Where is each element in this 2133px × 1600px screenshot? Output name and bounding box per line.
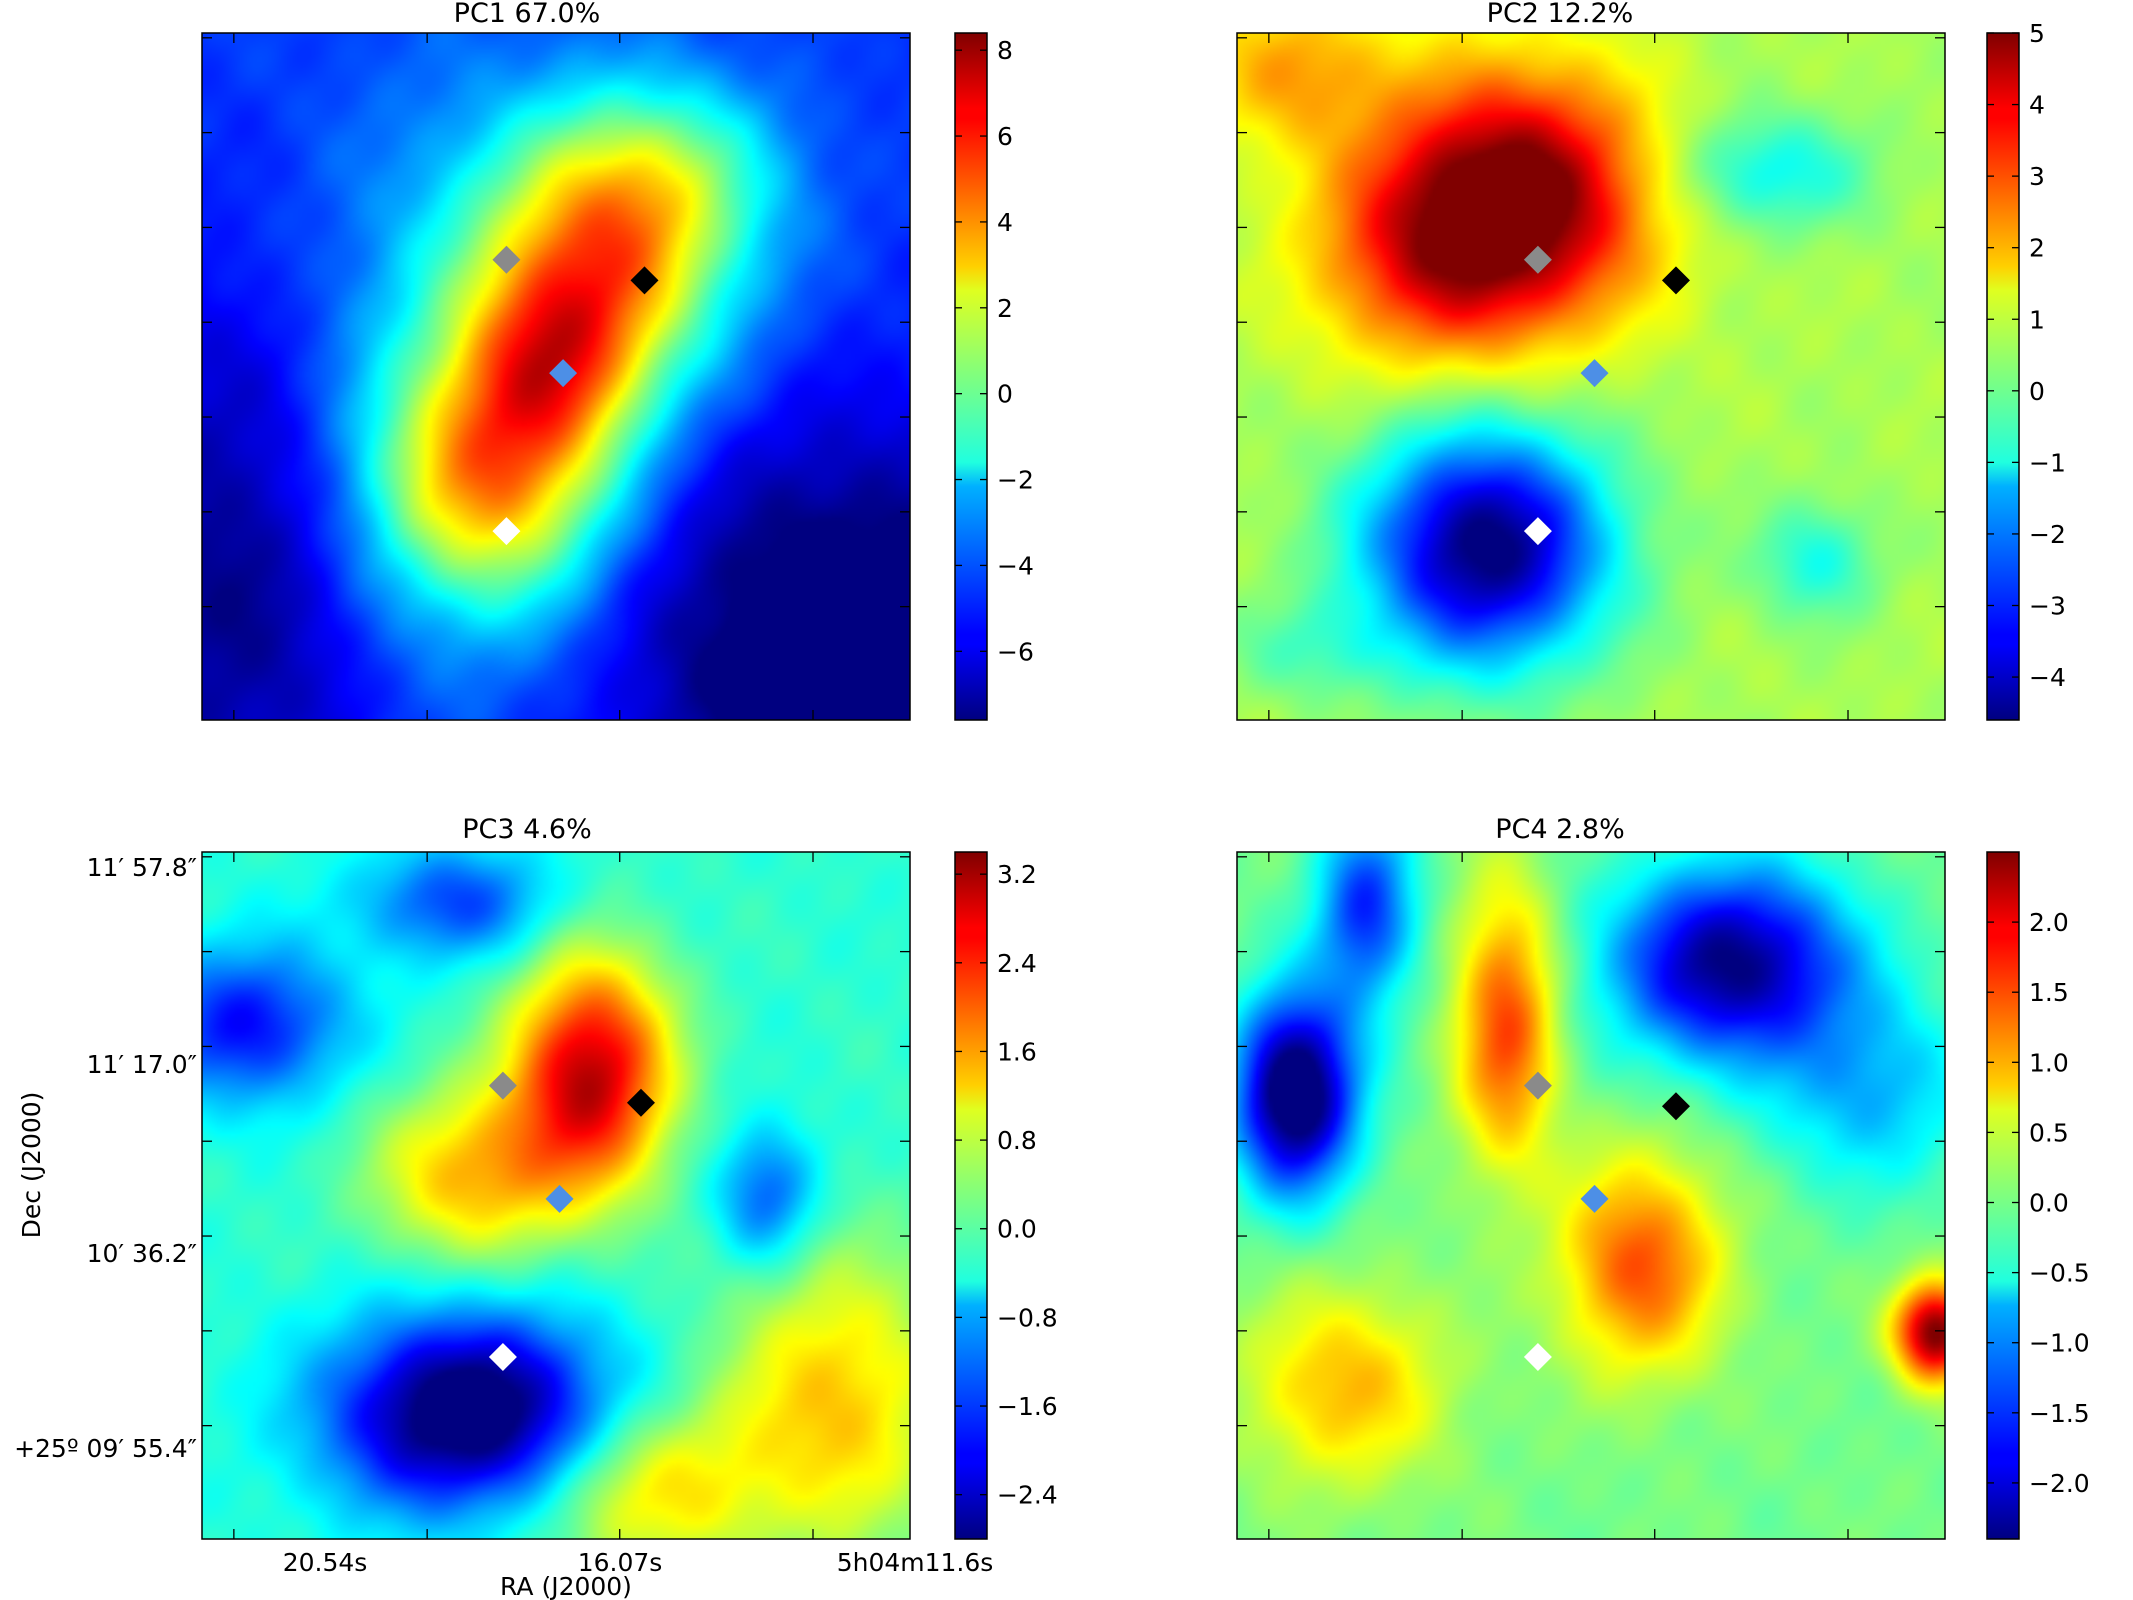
plot-frame-pc2 (1236, 32, 1946, 721)
colorbar-tick-label: −1.5 (2029, 1399, 2090, 1428)
colorbar-tick-label: 2.0 (2029, 908, 2069, 937)
markers-pc2 (1523, 245, 1690, 546)
marker-white-diamond (488, 1342, 517, 1371)
ticks-pc4 (1237, 852, 1945, 1539)
marker-gray-diamond (1523, 1071, 1552, 1100)
dec-tick-label: +25º 09′ 55.4″ (14, 1434, 197, 1463)
colorbar-tick-label: 1 (2029, 305, 2045, 334)
markers-pc4 (1523, 1071, 1690, 1371)
colorbar-tick-label: 1.0 (2029, 1048, 2069, 1077)
colorbar-tick-label: 3 (2029, 162, 2045, 191)
ra-tick-label: 16.07s (578, 1548, 663, 1577)
panel-title-pc3: PC3 4.6% (462, 814, 592, 845)
colorbar-ticks-pc1: 8 6 4 2 0 −2 −4 −6 (955, 36, 1034, 666)
marker-gray-diamond (1523, 245, 1552, 274)
colorbar-tick-label: 0.0 (2029, 1189, 2069, 1218)
colorbar-ticks-pc2: 5 4 3 2 1 0 −1 −2 −3 −4 (1987, 19, 2066, 692)
colorbar-tick-label: −4 (997, 551, 1034, 580)
colorbar-tick-label: −6 (997, 637, 1034, 666)
colorbar-ticks-pc3: 3.2 2.4 1.6 0.8 0.0 −0.8 −1.6 −2.4 (955, 860, 1058, 1510)
dec-tick-label: 11′ 17.0″ (87, 1050, 197, 1079)
y-axis-label: Dec (J2000) (17, 1092, 46, 1239)
colorbar-ticks-pc4: 2.0 1.5 1.0 0.5 0.0 −0.5 −1.0 −1.5 −2.0 (1987, 908, 2090, 1498)
plot-frame-pc3 (201, 851, 911, 1540)
ra-tick-label: 20.54s (283, 1548, 368, 1577)
colorbar-tick-label: 2 (2029, 234, 2045, 263)
x-axis-label: RA (J2000) (500, 1572, 632, 1600)
colorbar-tick-label: −1.0 (2029, 1329, 2090, 1358)
panel-title-pc1: PC1 67.0% (454, 0, 601, 29)
colorbar-tick-label: 2 (997, 294, 1013, 323)
colorbar-pc1 (954, 32, 988, 721)
colorbar-pc3 (954, 851, 988, 1540)
colorbar-tick-label: 8 (997, 36, 1013, 65)
markers-pc3 (488, 1071, 655, 1371)
colorbar-tick-label: 0.8 (997, 1126, 1037, 1155)
colorbar-tick-label: 4 (997, 208, 1013, 237)
markers-pc1 (492, 245, 659, 546)
ra-tick-labels: 20.54s 16.07s 5h04m11.6s (283, 1548, 994, 1577)
panel-pc3: PC3 4.6% 3.2 2.4 1.6 0.8 0.0 −0.8 −1.6 −2.4 (201, 814, 1058, 1540)
colorbar-tick-label: −2.4 (997, 1481, 1058, 1510)
marker-blue-diamond (545, 1184, 574, 1213)
ticks-pc2 (1237, 33, 1945, 720)
marker-white-diamond (492, 517, 521, 546)
marker-gray-diamond (488, 1071, 517, 1100)
plot-frame-pc1 (201, 32, 911, 721)
panel-pc2: PC2 12.2% 5 4 3 2 1 0 −1 −2 −3 −4 (1236, 0, 2066, 721)
panel-title-pc4: PC4 2.8% (1495, 814, 1625, 845)
colorbar-tick-label: 1.5 (2029, 978, 2069, 1007)
colorbar-tick-label: 0.5 (2029, 1118, 2069, 1147)
marker-white-diamond (1523, 1342, 1552, 1371)
colorbar-tick-label: −0.5 (2029, 1259, 2090, 1288)
colorbar-tick-label: −2 (2029, 520, 2066, 549)
marker-gray-diamond (492, 245, 521, 274)
colorbar-pc2 (1986, 32, 2020, 721)
colorbar-tick-label: 6 (997, 122, 1013, 151)
panel-title-pc2: PC2 12.2% (1487, 0, 1634, 29)
colorbar-tick-label: 0.0 (997, 1215, 1037, 1244)
colorbar-tick-label: 2.4 (997, 949, 1037, 978)
ticks-pc1 (202, 33, 910, 720)
marker-blue-diamond (549, 359, 578, 388)
dec-tick-labels: 11′ 57.8″ 11′ 17.0″ 10′ 36.2″ +25º 09′ 5… (14, 853, 197, 1463)
marker-blue-diamond (1580, 1184, 1609, 1213)
marker-white-diamond (1523, 517, 1552, 546)
plot-frame-pc4 (1236, 851, 1946, 1540)
dec-tick-label: 11′ 57.8″ (87, 853, 197, 882)
marker-blue-diamond (1580, 359, 1609, 388)
colorbar-tick-label: 5 (2029, 19, 2045, 48)
marker-black-diamond (630, 266, 659, 295)
colorbar-tick-label: 3.2 (997, 860, 1037, 889)
colorbar-tick-label: 1.6 (997, 1037, 1037, 1066)
colorbar-tick-label: 0 (997, 380, 1013, 409)
colorbar-tick-label: −1.6 (997, 1392, 1058, 1421)
colorbar-tick-label: 0 (2029, 377, 2045, 406)
marker-black-diamond (1661, 1092, 1690, 1121)
marker-black-diamond (1661, 266, 1690, 295)
colorbar-tick-label: −1 (2029, 448, 2066, 477)
colorbar-pc4 (1986, 851, 2020, 1540)
panel-pc4: PC4 2.8% 2.0 1.5 1.0 0.5 0.0 −0.5 −1.0 −1.5 −2.0 (1236, 814, 2090, 1540)
marker-black-diamond (626, 1088, 655, 1117)
ticks-pc3 (202, 852, 910, 1539)
colorbar-tick-label: −4 (2029, 663, 2066, 692)
colorbar-tick-label: −2 (997, 466, 1034, 495)
colorbar-tick-label: −0.8 (997, 1303, 1058, 1332)
colorbar-tick-label: −2.0 (2029, 1469, 2090, 1498)
ra-tick-label: 5h04m11.6s (837, 1548, 994, 1577)
panel-pc1: PC1 67.0% 8 6 4 2 0 −2 −4 −6 (201, 0, 1034, 721)
dec-tick-label: 10′ 36.2″ (87, 1239, 197, 1268)
colorbar-tick-label: 4 (2029, 91, 2045, 120)
colorbar-tick-label: −3 (2029, 592, 2066, 621)
